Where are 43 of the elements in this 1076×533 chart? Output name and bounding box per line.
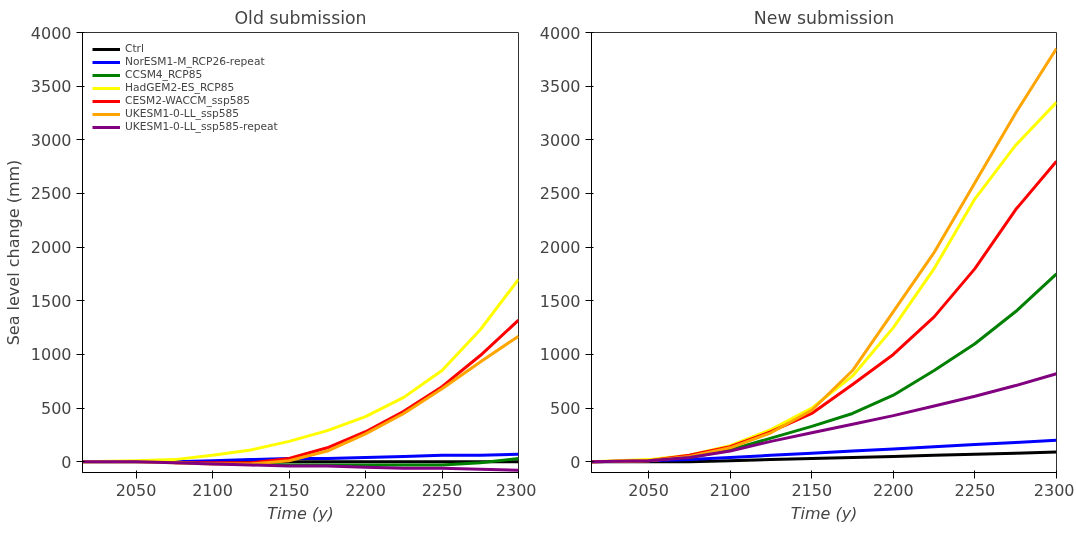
chart-title: New submission	[753, 7, 895, 28]
x-tick-label: 2300	[495, 480, 537, 500]
chart-title: Old submission	[234, 7, 367, 28]
legend-label: HadGEM2-ES_RCP85	[125, 81, 235, 94]
y-tick-label: 2500	[30, 184, 72, 204]
x-tick-label: 2100	[709, 480, 751, 500]
legend-label: UKESM1-0-LL_ssp585	[125, 107, 240, 120]
x-tick-label: 2050	[628, 480, 669, 500]
legend-label: UKESM1-0-LL_ssp585-repeat	[125, 120, 278, 133]
y-tick-label: 0	[570, 452, 581, 472]
y-tick-label: 1500	[30, 291, 72, 311]
x-axis-title: Time (y)	[790, 503, 858, 523]
y-tick-label: 1000	[539, 345, 581, 365]
x-tick-label: 2050	[115, 480, 157, 500]
x-tick-label: 2150	[268, 480, 310, 500]
x-tick-label: 2250	[421, 480, 463, 500]
x-tick-label: 2100	[192, 480, 233, 500]
y-tick-label: 3500	[30, 77, 72, 97]
x-tick-label: 2150	[791, 480, 833, 500]
x-tick-label: 2200	[345, 480, 386, 500]
y-tick-label: 1000	[30, 345, 72, 365]
legend-label: Ctrl	[125, 42, 145, 55]
line-series	[591, 372, 1057, 464]
y-tick-label: 4000	[30, 23, 72, 43]
y-tick-label: 3000	[30, 130, 72, 150]
y-tick-label: 3000	[539, 130, 581, 150]
x-axis-title: Time (y)	[267, 503, 334, 523]
legend-label: NorESM1-M_RCP26-repeat	[125, 55, 265, 68]
legend-label: CESM2-WACCM_ssp585	[125, 94, 250, 107]
legend-label: CCSM4_RCP85	[125, 68, 203, 81]
y-tick-label: 2500	[539, 184, 581, 204]
y-tick-label: 0	[61, 452, 72, 472]
y-tick-label: 3500	[539, 77, 581, 97]
y-tick-label: 2000	[30, 238, 72, 258]
y-axis-title: Sea level change (mm)	[3, 159, 23, 346]
y-tick-label: 2000	[539, 238, 581, 258]
y-tick-label: 4000	[539, 23, 581, 43]
y-tick-label: 500	[549, 399, 581, 419]
y-tick-label: 500	[40, 399, 72, 419]
x-tick-label: 2200	[872, 480, 914, 500]
y-tick-label: 1500	[539, 291, 581, 311]
x-tick-label: 2250	[954, 480, 996, 500]
x-tick-label: 2300	[1033, 480, 1075, 500]
